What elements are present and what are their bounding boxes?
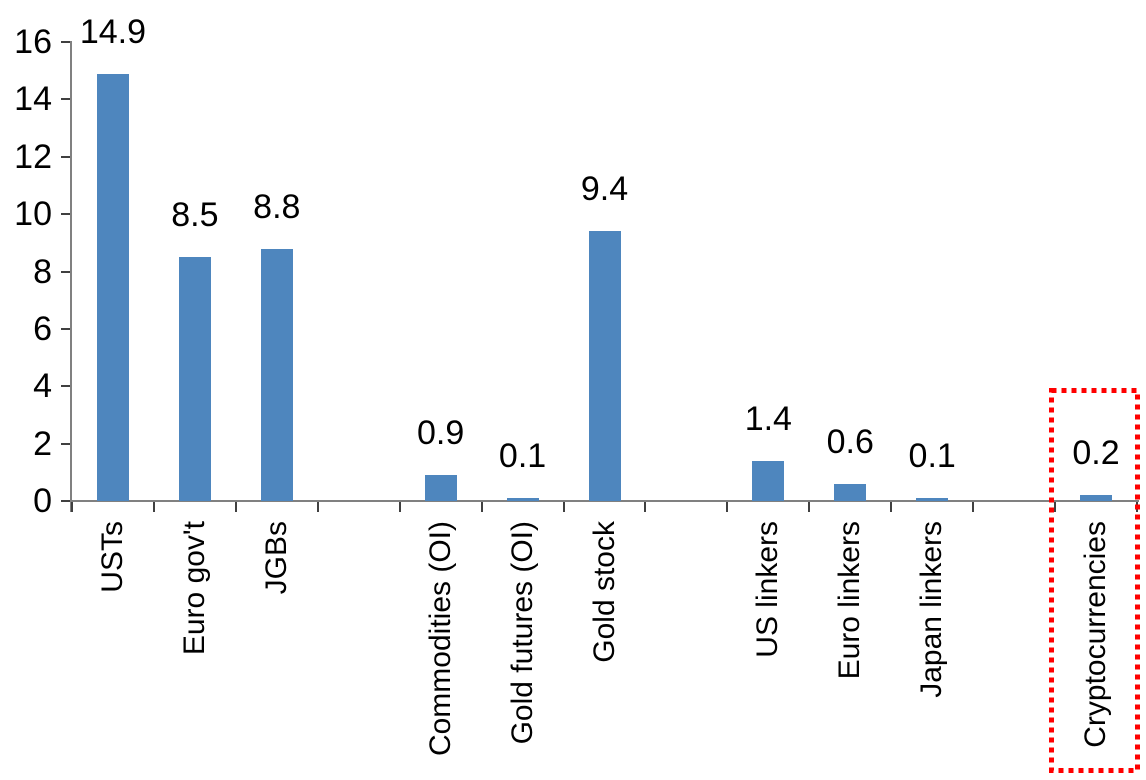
- category-label: Commodities (OI): [423, 521, 457, 757]
- y-axis-tick: [61, 385, 70, 388]
- y-axis-tick-label: 8: [33, 252, 52, 291]
- bar-cryptocurrencies: [1080, 495, 1113, 501]
- category-label: Gold futures (OI): [505, 521, 539, 745]
- bar-value-label: 0.6: [826, 422, 874, 461]
- bar-japan-linkers: [916, 498, 949, 501]
- bar-commodities-oi: [424, 475, 457, 501]
- category-label: Euro linkers: [833, 521, 867, 680]
- category-label: JGBs: [259, 521, 293, 595]
- y-axis-tick: [61, 442, 70, 445]
- bar-euro-linkers: [834, 483, 867, 501]
- bar-value-label: 0.1: [908, 437, 956, 476]
- y-axis-tick: [61, 155, 70, 158]
- y-axis-line: [70, 41, 72, 512]
- x-axis-tick: [1054, 502, 1057, 512]
- category-label: Gold stock: [587, 521, 621, 663]
- x-axis-tick: [808, 502, 811, 512]
- x-axis-line: [70, 500, 1139, 502]
- bar-value-label: 9.4: [580, 170, 629, 209]
- category-label: Euro gov't: [177, 521, 211, 656]
- x-axis-tick: [71, 502, 73, 512]
- bar-value-label: 14.9: [79, 12, 147, 51]
- y-axis-tick-label: 10: [14, 195, 52, 234]
- bar-value-label: 0.1: [498, 437, 547, 476]
- x-axis-tick: [398, 502, 401, 512]
- bar-usts: [96, 73, 129, 501]
- y-axis-tick: [61, 41, 70, 43]
- bar-value-label: 0.9: [417, 414, 465, 453]
- y-axis-tick-label: 12: [14, 137, 52, 176]
- x-axis-tick: [234, 502, 237, 512]
- bar-us-linkers: [752, 460, 785, 501]
- bar-jgbs: [260, 248, 293, 501]
- y-axis-tick: [61, 327, 70, 330]
- bar-euro-gov-t: [178, 257, 211, 501]
- y-axis-tick: [61, 98, 70, 101]
- y-axis-tick-label: 4: [33, 367, 52, 406]
- x-axis-tick: [316, 502, 319, 512]
- y-axis-tick-label: 0: [33, 482, 52, 520]
- bar-value-label: 0.2: [1072, 434, 1120, 473]
- x-axis-tick: [890, 502, 893, 512]
- category-label: Japan linkers: [915, 521, 949, 698]
- x-axis-tick: [972, 502, 975, 512]
- y-axis-tick-label: 16: [14, 23, 52, 61]
- bar-gold-futures-oi: [506, 498, 539, 501]
- x-axis-tick: [644, 502, 647, 512]
- highlight-box-cryptocurrencies: [1049, 388, 1140, 773]
- y-axis-tick-label: 14: [14, 80, 52, 119]
- y-axis-tick-label: 2: [33, 424, 52, 463]
- bar-gold-stock: [588, 231, 621, 501]
- x-axis-tick: [480, 502, 483, 512]
- category-label: US linkers: [751, 521, 785, 658]
- category-label: USTs: [95, 521, 129, 593]
- x-axis-tick: [726, 502, 729, 512]
- y-axis-tick: [61, 213, 70, 216]
- y-axis-tick: [61, 270, 70, 273]
- x-axis-tick: [152, 502, 155, 512]
- bar-value-label: 1.4: [744, 399, 792, 438]
- x-axis-tick: [562, 502, 565, 512]
- bar-value-label: 8.5: [171, 196, 219, 235]
- y-axis-tick: [61, 500, 70, 502]
- y-axis-tick-label: 6: [33, 309, 52, 348]
- bar-value-label: 8.8: [253, 187, 301, 226]
